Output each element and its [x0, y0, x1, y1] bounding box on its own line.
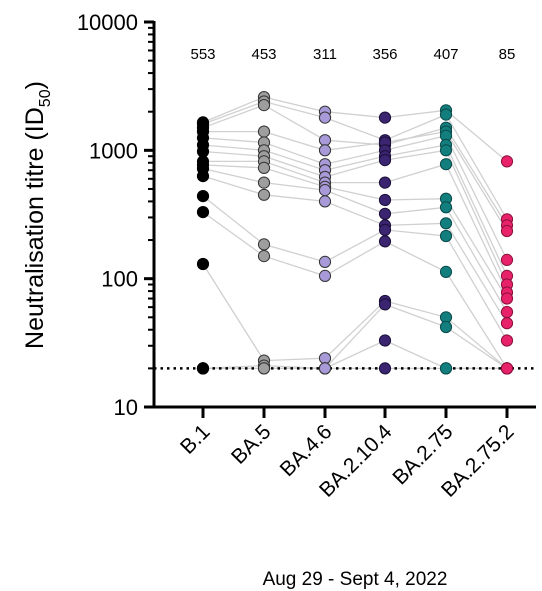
- data-point: [257, 250, 271, 263]
- data-point: [257, 125, 271, 138]
- data-point: [257, 161, 271, 174]
- subject-line: [202, 263, 508, 369]
- data-point: [378, 362, 392, 375]
- subject-line: [202, 134, 508, 261]
- subject-line: [202, 211, 508, 369]
- geometric-mean-labels: 553 453 311 356 407 85: [190, 46, 515, 63]
- date-range-label: Aug 29 - Sept 4, 2022: [263, 569, 448, 590]
- data-point: [439, 362, 453, 375]
- subject-line: [203, 160, 508, 293]
- subject-line: [202, 303, 508, 370]
- data-points: [196, 91, 514, 375]
- data-point: [500, 224, 514, 238]
- geometric-mean-label: 356: [372, 46, 397, 63]
- subject-line: [202, 96, 508, 162]
- data-point: [500, 305, 514, 319]
- subject-line: [202, 144, 508, 277]
- data-point: [257, 238, 271, 251]
- data-point: [500, 155, 514, 168]
- subject-line: [202, 175, 508, 324]
- data-point: [378, 298, 392, 311]
- data-point: [378, 111, 392, 124]
- subject-line: [203, 130, 508, 232]
- subject-line: [203, 339, 507, 370]
- subject-line: [202, 149, 508, 285]
- data-point: [378, 223, 392, 236]
- data-point: [500, 362, 514, 375]
- subject-lines: [202, 96, 508, 370]
- data-point: [378, 154, 392, 167]
- data-point: [439, 201, 453, 214]
- data-point: [378, 235, 392, 248]
- data-point: [318, 144, 332, 157]
- data-point: [439, 320, 453, 334]
- data-point: [318, 184, 332, 197]
- data-point: [318, 362, 332, 375]
- data-point: [500, 292, 514, 305]
- axes: 10 100 1000 10000: [77, 10, 536, 420]
- subject-line: [202, 167, 508, 313]
- data-point: [500, 317, 514, 330]
- data-point: [318, 195, 332, 208]
- data-point: [318, 111, 332, 124]
- subject-line: [202, 104, 508, 226]
- y-tick-label: 10: [114, 395, 138, 420]
- data-point: [378, 334, 392, 347]
- data-point: [439, 217, 453, 230]
- data-point: [439, 158, 453, 171]
- data-point: [196, 257, 210, 271]
- data-point: [318, 269, 332, 282]
- geometric-mean-label: 453: [251, 46, 276, 63]
- y-tick-label: 100: [101, 267, 138, 292]
- data-point: [196, 170, 210, 183]
- data-point: [378, 207, 392, 220]
- data-point: [318, 134, 332, 147]
- data-point: [257, 176, 271, 189]
- data-point: [378, 193, 392, 207]
- category-label: B.1: [176, 420, 215, 459]
- data-point: [439, 108, 453, 121]
- data-point: [196, 190, 210, 203]
- data-point: [500, 334, 514, 347]
- geometric-mean-label: 85: [499, 46, 516, 63]
- data-point: [439, 144, 453, 157]
- data-point: [257, 188, 271, 201]
- data-point: [196, 206, 210, 219]
- subject-line: [202, 164, 508, 299]
- data-point: [439, 265, 453, 278]
- y-tick-label: 10000: [77, 10, 138, 35]
- data-point: [378, 176, 392, 189]
- data-point: [196, 362, 210, 375]
- geometric-mean-label: 311: [313, 46, 337, 63]
- data-point: [439, 229, 453, 243]
- geometric-mean-label: 553: [190, 46, 215, 63]
- data-point: [500, 253, 514, 266]
- subject-line: [202, 195, 508, 341]
- data-point: [257, 99, 271, 112]
- subject-line: [202, 100, 508, 220]
- geometric-mean-label: 407: [433, 46, 458, 63]
- y-axis-label: Neutralisation titre (ID50): [21, 81, 54, 349]
- data-point: [318, 352, 332, 365]
- data-point: [257, 362, 271, 375]
- category-label: BA.5: [227, 420, 275, 468]
- y-tick-label: 1000: [89, 138, 138, 163]
- data-point: [318, 255, 332, 268]
